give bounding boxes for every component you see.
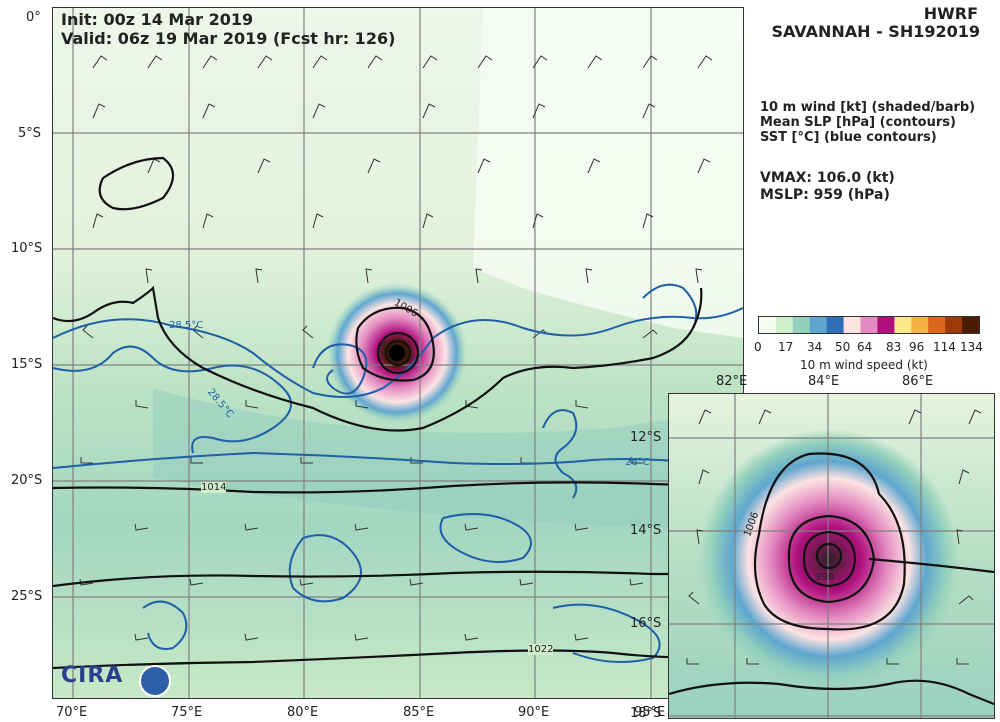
inset-lat-12s: 12°S [630, 430, 662, 445]
inset-lon-84e: 84°E [808, 374, 840, 389]
colorbar-segment [792, 317, 811, 333]
inset-storm-core [699, 429, 959, 689]
inset-lon-86e: 86°E [902, 374, 934, 389]
inset-slp-contours [668, 452, 995, 706]
wind-barbs [79, 55, 713, 641]
inset-wind-barbs [686, 409, 982, 665]
storm-eye [389, 345, 405, 361]
sst-label-3: 26°C [625, 457, 650, 468]
colorbar-segment [826, 317, 845, 333]
colorbar-segment [860, 317, 878, 333]
colorbar-segment [945, 317, 963, 333]
lon-label-95e: 95°E [634, 705, 666, 720]
model-name: HWRF [923, 4, 978, 23]
colorbar-segment [928, 317, 946, 333]
colorbar-title: 10 m wind speed (kt) [800, 358, 928, 372]
colorbar-segment [809, 317, 828, 333]
colorbar-segment [894, 317, 912, 333]
inset-lon-82e: 82°E [716, 374, 748, 389]
inset-map-svg [668, 394, 995, 718]
cbar-tick-134: 134 [960, 340, 983, 354]
slp-contours [52, 156, 744, 670]
sst-label-1: 28.5°C [169, 320, 204, 331]
storm-name: SAVANNAH - SH192019 [771, 22, 980, 41]
sst-contours [52, 283, 744, 663]
inset-lat-14s: 14°S [630, 523, 662, 538]
colorbar-ticks: 0 17 34 50 64 83 96 114 134 [750, 340, 990, 356]
lon-label-85e: 85°E [403, 705, 435, 720]
cbar-tick-83: 83 [886, 340, 902, 354]
cbar-tick-17: 17 [778, 340, 794, 354]
main-map: Init: 00z 14 Mar 2019 Valid: 06z 19 Mar … [52, 7, 744, 699]
cbar-tick-64: 64 [857, 340, 873, 354]
colorbar-segment [759, 317, 777, 333]
valid-time: Valid: 06z 19 Mar 2019 (Fcst hr: 126) [61, 29, 396, 48]
lon-label-70e: 70°E [56, 705, 88, 720]
cira-logo: CIRA [61, 663, 171, 697]
lon-label-75e: 75°E [171, 705, 203, 720]
lat-label-10s: 10°S [11, 241, 43, 256]
slp-label-1022: 1022 [528, 644, 554, 655]
inset-graticule [669, 394, 994, 718]
colorbar [758, 316, 980, 334]
colorbar-segment [775, 317, 794, 333]
lon-label-80e: 80°E [287, 705, 319, 720]
mslp-value: MSLP: 959 (hPa) [760, 187, 890, 203]
cbar-tick-96: 96 [909, 340, 925, 354]
lat-label-5s: 5°S [18, 126, 42, 141]
inset-slp-label-998: 998 [815, 572, 835, 583]
cbar-tick-34: 34 [807, 340, 823, 354]
lat-label-15s: 15°S [11, 357, 43, 372]
globe-icon [139, 665, 171, 697]
main-map-svg [52, 8, 744, 698]
colorbar-segment [843, 317, 862, 333]
init-time: Init: 00z 14 Mar 2019 [61, 10, 254, 29]
legend-line-wind: 10 m wind [kt] (shaded/barb) [760, 100, 976, 115]
legend-line-sst: SST [°C] (blue contours) [760, 130, 937, 145]
colorbar-svg [759, 317, 980, 333]
cbar-tick-50: 50 [835, 340, 851, 354]
colorbar-segment [962, 317, 980, 333]
vmax-value: VMAX: 106.0 (kt) [760, 170, 895, 186]
inset-lat-16s: 16°S [630, 616, 662, 631]
legend-line-slp: Mean SLP [hPa] (contours) [760, 115, 956, 130]
lat-label-25s: 25°S [11, 589, 43, 604]
cbar-tick-114: 114 [933, 340, 956, 354]
lon-label-90e: 90°E [518, 705, 550, 720]
lat-label-20s: 20°S [11, 473, 43, 488]
colorbar-segment [911, 317, 929, 333]
cbar-tick-0: 0 [754, 340, 762, 354]
lat-label-0: 0° [26, 10, 41, 25]
cira-logo-text: CIRA [61, 663, 124, 688]
colorbar-segment [877, 317, 895, 333]
slp-label-1014: 1014 [201, 482, 227, 493]
inset-lat-18s: 18°S [630, 706, 662, 721]
calm-area [473, 8, 743, 338]
inset-map: 1006 998 [668, 393, 995, 719]
